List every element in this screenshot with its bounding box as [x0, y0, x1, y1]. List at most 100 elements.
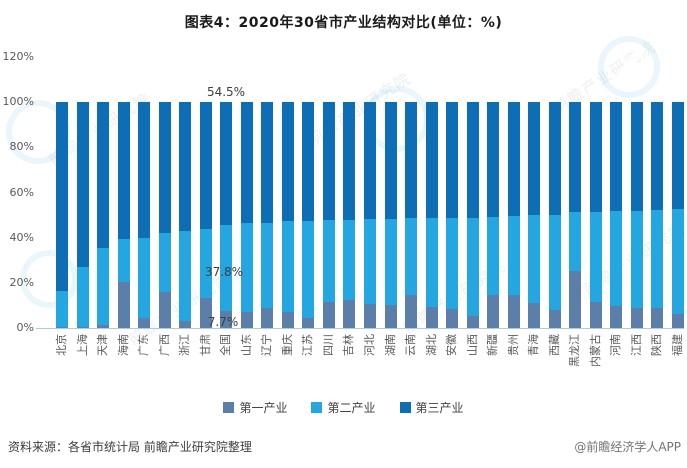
brand-note: @前瞻经济学人APP [574, 440, 681, 454]
bar-segment-primary [651, 308, 664, 328]
bar-segment-secondary [302, 220, 315, 319]
bar-浙江 [179, 102, 192, 328]
x-label-安徽: 安徽 [445, 334, 459, 356]
bar-河南 [610, 102, 623, 328]
bar-segment-primary [322, 302, 335, 328]
bar-segment-primary [630, 308, 643, 328]
bar-segment-tertiary [138, 102, 151, 238]
bar-segment-secondary [240, 223, 253, 312]
bar-segment-primary [158, 291, 171, 328]
bar-segment-tertiary [610, 102, 623, 212]
bar-segment-secondary [56, 291, 68, 328]
bar-江西 [630, 102, 643, 328]
source-note: 资料来源：各省市统计局 前瞻产业研究院整理 [8, 440, 252, 454]
bar-segment-primary [405, 294, 418, 328]
data-label-第二产业: 37.8% [204, 265, 244, 279]
x-label-河北: 河北 [363, 334, 376, 356]
watermark-logo-icon [598, 36, 660, 98]
x-label-内蒙古: 内蒙古 [588, 334, 602, 367]
bar-segment-primary [138, 318, 151, 328]
data-label-第三产业: 54.5% [206, 85, 246, 99]
bar-河北 [363, 102, 376, 328]
bar-segment-primary [97, 324, 110, 328]
x-label-新疆: 新疆 [486, 334, 500, 356]
data-label-第一产业: 7.7% [207, 315, 239, 329]
y-tick-label: 60% [9, 185, 34, 199]
bar-segment-tertiary [158, 102, 171, 234]
bar-segment-primary [281, 311, 294, 328]
x-label-广东: 广东 [137, 334, 151, 356]
bar-segment-secondary [466, 217, 479, 316]
y-tick-label: 120% [2, 50, 34, 63]
legend-swatch-icon [399, 402, 411, 413]
bar-segment-secondary [261, 222, 274, 308]
legend-label: 第二产业 [327, 401, 376, 415]
bar-segment-primary [117, 281, 130, 328]
x-label-海南: 海南 [116, 334, 130, 356]
bar-segment-secondary [138, 237, 151, 319]
bar-segment-secondary [343, 219, 356, 300]
bar-江苏 [302, 102, 315, 328]
bar-湖北 [425, 102, 438, 328]
x-label-西藏: 西藏 [547, 334, 561, 356]
bar-segment-tertiary [671, 102, 684, 210]
bar-segment-primary [240, 311, 253, 328]
bar-segment-tertiary [548, 102, 561, 215]
bar-福建 [671, 102, 684, 328]
legend-label: 第一产业 [239, 401, 288, 415]
x-label-青海: 青海 [527, 334, 541, 356]
bar-segment-secondary [220, 225, 233, 311]
bar-segment-tertiary [302, 102, 315, 221]
x-label-甘肃: 甘肃 [198, 334, 212, 356]
bar-青海 [528, 102, 541, 328]
legend-swatch-icon [311, 402, 323, 413]
legend-item-第一产业: 第一产业 [223, 399, 287, 416]
legend-item-第二产业: 第二产业 [311, 399, 376, 416]
bar-北京 [56, 102, 68, 328]
x-label-重庆: 重庆 [280, 334, 294, 356]
bar-segment-primary [466, 315, 479, 328]
x-label-四川: 四川 [321, 334, 335, 356]
x-label-黑龙江: 黑龙江 [568, 334, 582, 367]
bar-segment-tertiary [240, 102, 253, 224]
bar-segment-tertiary [117, 102, 130, 239]
bar-segment-secondary [76, 267, 89, 328]
bar-segment-tertiary [446, 102, 459, 218]
x-label-云南: 云南 [404, 334, 418, 356]
bar-segment-primary [343, 299, 356, 328]
bar-segment-primary [179, 320, 192, 328]
bar-segment-primary [56, 327, 68, 328]
bar-segment-secondary [630, 210, 643, 309]
bar-segment-tertiary [569, 102, 582, 212]
bar-segment-tertiary [179, 102, 192, 232]
bar-segment-primary [199, 297, 212, 328]
bar-segment-primary [76, 327, 89, 328]
bar-segment-tertiary [507, 102, 520, 216]
bar-segment-tertiary [97, 102, 110, 248]
x-label-江苏: 江苏 [301, 334, 315, 356]
bar-segment-tertiary [343, 102, 356, 220]
x-label-浙江: 浙江 [178, 334, 192, 356]
x-label-湖南: 湖南 [383, 334, 397, 356]
x-label-河南: 河南 [609, 334, 623, 356]
bar-甘肃 [199, 102, 212, 328]
bar-陕西 [651, 102, 664, 328]
bar-上海 [76, 102, 89, 328]
bar-segment-secondary [281, 221, 294, 312]
bar-segment-secondary [425, 218, 438, 307]
bar-内蒙古 [589, 102, 602, 328]
bar-辽宁 [261, 102, 274, 328]
bar-西藏 [548, 102, 561, 328]
bar-segment-secondary [671, 209, 684, 314]
bar-segment-primary [363, 303, 376, 328]
bar-重庆 [281, 102, 294, 328]
bars-container [56, 102, 684, 328]
x-label-上海: 上海 [75, 334, 89, 356]
bar-segment-primary [548, 310, 561, 328]
bar-segment-primary [446, 309, 459, 328]
bar-segment-tertiary [363, 102, 376, 219]
x-label-吉林: 吉林 [342, 334, 356, 356]
bar-segment-secondary [158, 233, 171, 292]
legend-swatch-icon [223, 402, 235, 413]
